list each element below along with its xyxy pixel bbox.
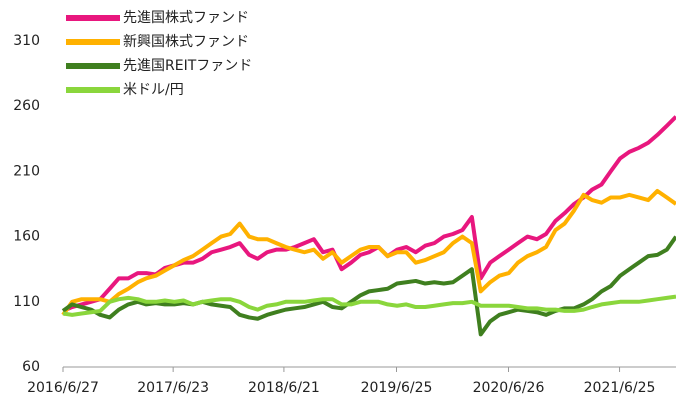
x-tick-label: 2018/6/21 xyxy=(248,380,320,396)
y-tick-label: 210 xyxy=(13,163,40,179)
y-tick-label: 60 xyxy=(22,359,40,375)
legend-label: 米ドル/円 xyxy=(123,82,184,98)
x-tick-label: 2019/6/25 xyxy=(361,380,433,396)
y-tick-label: 110 xyxy=(13,294,40,310)
series-line xyxy=(61,235,676,337)
x-tick-label: 2020/6/26 xyxy=(473,380,545,396)
series-line xyxy=(61,188,676,316)
x-tick-label: 2021/6/25 xyxy=(584,380,656,396)
legend-label: 先進国株式ファンド xyxy=(123,10,249,26)
y-tick-label: 310 xyxy=(13,33,40,49)
y-tick-label: 260 xyxy=(13,98,40,114)
series-line xyxy=(62,294,676,317)
x-tick-label: 2016/6/27 xyxy=(27,380,99,396)
legend-label: 新興国株式ファンド xyxy=(123,34,249,50)
legend-label: 先進国REITファンド xyxy=(123,58,252,74)
x-tick-label: 2017/6/23 xyxy=(137,380,209,396)
series-line xyxy=(62,115,676,313)
y-tick-label: 160 xyxy=(13,229,40,245)
